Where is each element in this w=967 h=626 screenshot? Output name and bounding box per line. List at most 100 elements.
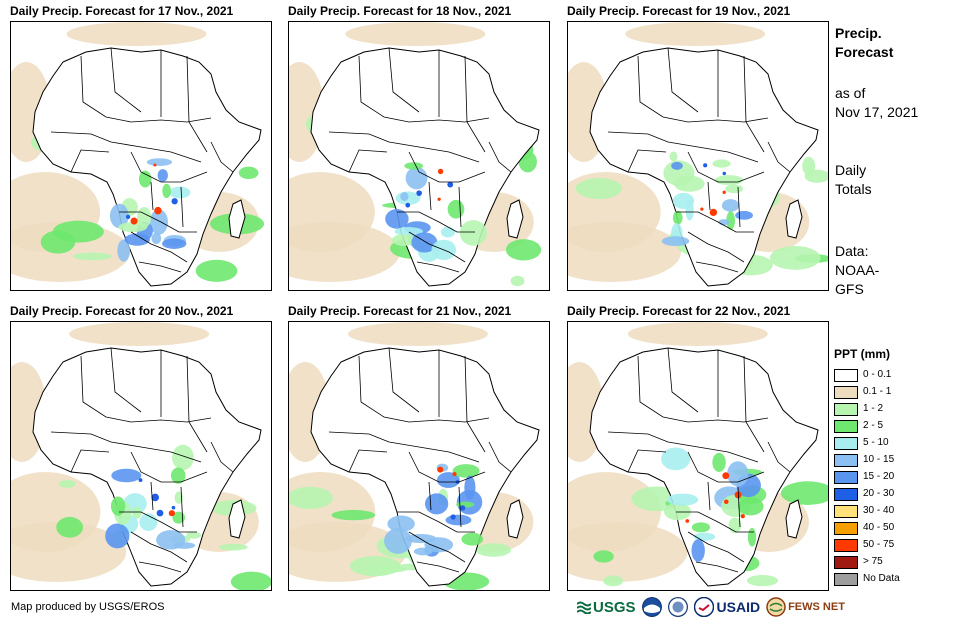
rain-area: [111, 468, 142, 483]
country-border: [707, 481, 711, 511]
country-border: [637, 55, 769, 123]
heavy-rain-spot: [452, 471, 457, 477]
legend-item: 2 - 5: [834, 418, 954, 435]
rain-area: [391, 234, 416, 246]
panel-title: Daily Precip. Forecast for 22 Nov., 2021: [567, 304, 791, 318]
country-border: [676, 511, 754, 533]
legend-label: 0.1 - 1: [863, 386, 892, 397]
rain-area: [169, 186, 191, 199]
noaa-logo-icon: [641, 597, 662, 617]
country-border: [428, 181, 432, 211]
rain-area: [726, 211, 736, 230]
rain-area: [447, 199, 465, 219]
rain-area: [117, 239, 131, 262]
country-border: [388, 347, 420, 413]
light-rain-area: [804, 169, 828, 183]
rain-area: [157, 169, 168, 182]
country-border: [70, 149, 110, 173]
dry-area: [625, 22, 766, 46]
country-border: [408, 231, 466, 263]
fews-net-logo: FEWS NET: [766, 597, 845, 617]
data-source-line2: NOAA-: [835, 262, 880, 278]
rain-area: [725, 184, 744, 194]
legend-label: 0 - 0.1: [863, 369, 892, 380]
country-border: [388, 47, 420, 113]
legend-rows: 0 - 0.1 0.1 - 1 1 - 2 2 - 5 5 - 10 10 - 15 15 …: [834, 367, 954, 588]
country-border: [180, 186, 184, 228]
country-border: [687, 531, 745, 563]
rain-area: [405, 534, 437, 544]
rain-area: [413, 547, 433, 556]
country-border: [488, 441, 512, 473]
heavy-rain-spot: [130, 217, 138, 225]
legend-item: 1 - 2: [834, 401, 954, 418]
heavy-rain-spot: [125, 214, 131, 219]
madagascar: [785, 499, 803, 539]
country-border: [328, 431, 480, 463]
country-border: [119, 511, 197, 533]
as-of-value: Nov 17, 2021: [835, 104, 919, 120]
legend-swatch: [834, 386, 858, 399]
rain-area: [151, 232, 162, 244]
light-rain-area: [195, 259, 238, 282]
light-rain-area: [56, 516, 84, 538]
legend-swatch: [834, 522, 858, 535]
dry-area: [347, 322, 488, 346]
heavy-rain-spot: [138, 478, 143, 483]
rain-area: [405, 166, 428, 190]
legend-swatch: [834, 403, 858, 416]
country-border: [743, 55, 765, 153]
country-border: [130, 231, 188, 263]
country-border: [80, 55, 212, 123]
country-border: [210, 141, 234, 173]
totals-line2: Totals: [835, 181, 872, 197]
rain-area: [400, 192, 409, 201]
madagascar: [228, 199, 246, 239]
country-border: [458, 486, 462, 528]
africa-landmass: [310, 347, 540, 587]
product-title: Precip. Forecast: [835, 24, 893, 62]
rain-area: [124, 233, 150, 246]
rain-area: [162, 238, 187, 249]
light-rain-area: [331, 509, 376, 521]
rain-area: [737, 497, 764, 516]
country-border: [408, 531, 466, 563]
rain-area: [464, 475, 476, 500]
rain-area: [172, 511, 186, 524]
heavy-rain-spot: [437, 466, 444, 473]
rain-area: [156, 530, 186, 550]
country-border: [80, 355, 212, 423]
light-rain-area: [746, 575, 779, 587]
light-rain-area: [230, 571, 271, 590]
rain-area: [138, 170, 152, 188]
country-border: [130, 151, 208, 183]
madagascar: [228, 499, 246, 539]
dry-area: [66, 22, 207, 46]
panel-title: Daily Precip. Forecast for 19 Nov., 2021: [567, 4, 791, 18]
fews-net-logo-text: FEWS NET: [788, 601, 845, 613]
legend-item: 40 - 50: [834, 520, 954, 537]
country-border: [667, 347, 699, 413]
rain-area: [424, 493, 449, 515]
rain-area: [440, 226, 456, 238]
country-border: [416, 261, 460, 273]
legend-item: 15 - 20: [834, 469, 954, 486]
heavy-rain-spot: [416, 190, 422, 196]
precip-legend: PPT (mm) 0 - 0.1 0.1 - 1 1 - 2 2 - 5 5 - 10 1…: [834, 347, 954, 588]
dry-area: [627, 322, 768, 346]
light-rain-area: [218, 543, 248, 551]
africa-landmass: [32, 47, 262, 287]
rain-area: [387, 515, 415, 533]
legend-item: 5 - 10: [834, 435, 954, 452]
dry-area: [568, 522, 688, 582]
totals-line1: Daily: [835, 162, 867, 178]
panel-title: Daily Precip. Forecast for 20 Nov., 2021: [10, 304, 234, 318]
country-border: [627, 149, 667, 173]
light-rain-area: [575, 177, 623, 200]
rain-area: [174, 491, 183, 504]
rain-area: [170, 467, 186, 484]
legend-swatch: [834, 471, 858, 484]
country-border: [397, 211, 475, 233]
country-border: [50, 131, 202, 163]
country-border: [397, 511, 475, 533]
